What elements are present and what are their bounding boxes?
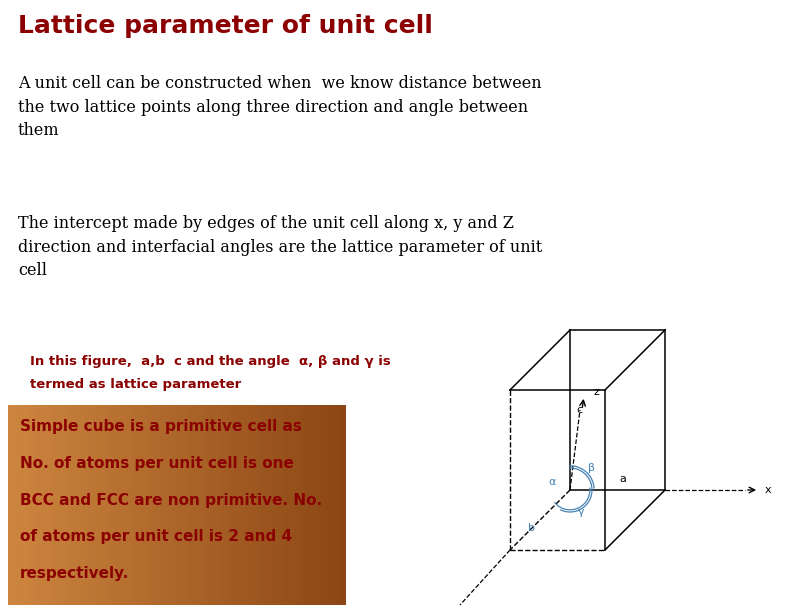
Bar	[12, 405, 17, 605]
Bar	[341, 405, 346, 605]
Bar	[333, 405, 337, 605]
Text: a: a	[619, 474, 626, 484]
Bar	[202, 405, 207, 605]
Bar	[50, 405, 55, 605]
Bar	[235, 405, 241, 605]
Text: A unit cell can be constructed when  we know distance between
the two lattice po: A unit cell can be constructed when we k…	[18, 75, 542, 139]
Bar	[177, 405, 181, 605]
Text: z: z	[594, 387, 600, 397]
Bar	[42, 405, 47, 605]
Bar	[164, 405, 169, 605]
Text: γ: γ	[578, 507, 584, 517]
Text: No. of atoms per unit cell is one: No. of atoms per unit cell is one	[20, 456, 294, 471]
Bar	[143, 405, 148, 605]
Bar	[206, 405, 211, 605]
Bar	[248, 405, 253, 605]
Bar	[181, 405, 186, 605]
Bar	[17, 405, 21, 605]
Bar	[80, 405, 85, 605]
Bar	[173, 405, 177, 605]
Bar	[147, 405, 152, 605]
Text: x: x	[765, 485, 771, 495]
Text: termed as lattice parameter: termed as lattice parameter	[30, 378, 242, 391]
Bar	[303, 405, 308, 605]
Bar	[278, 405, 283, 605]
Bar	[160, 405, 165, 605]
Bar	[315, 405, 321, 605]
Bar	[320, 405, 325, 605]
Bar	[59, 405, 64, 605]
Bar	[273, 405, 279, 605]
Bar	[261, 405, 266, 605]
Bar	[210, 405, 215, 605]
Bar	[253, 405, 257, 605]
Bar	[101, 405, 106, 605]
Bar	[113, 405, 119, 605]
Text: c: c	[576, 405, 582, 415]
Bar	[155, 405, 161, 605]
Bar	[71, 405, 76, 605]
Bar	[92, 405, 97, 605]
Bar	[295, 405, 299, 605]
Bar	[290, 405, 295, 605]
Bar	[311, 405, 317, 605]
Text: BCC and FCC are non primitive. No.: BCC and FCC are non primitive. No.	[20, 493, 322, 507]
Bar	[67, 405, 72, 605]
Bar	[97, 405, 101, 605]
Bar	[46, 405, 51, 605]
Bar	[25, 405, 30, 605]
Bar	[282, 405, 287, 605]
Bar	[240, 405, 245, 605]
Bar	[227, 405, 232, 605]
Bar	[55, 405, 59, 605]
Bar	[29, 405, 34, 605]
Bar	[75, 405, 81, 605]
Text: α: α	[548, 477, 555, 487]
Bar	[126, 405, 131, 605]
Bar	[139, 405, 144, 605]
Text: Lattice parameter of unit cell: Lattice parameter of unit cell	[18, 14, 433, 38]
Text: respectively.: respectively.	[20, 566, 129, 581]
Text: Simple cube is a primitive cell as: Simple cube is a primitive cell as	[20, 419, 302, 434]
Bar	[63, 405, 68, 605]
Bar	[215, 405, 219, 605]
Bar	[265, 405, 270, 605]
Bar	[337, 405, 342, 605]
Bar	[105, 405, 110, 605]
Bar	[109, 405, 114, 605]
Bar	[286, 405, 291, 605]
Bar	[168, 405, 173, 605]
Bar	[130, 405, 135, 605]
Bar	[88, 405, 93, 605]
Bar	[244, 405, 249, 605]
Bar	[122, 405, 127, 605]
Bar	[135, 405, 139, 605]
Bar	[193, 405, 199, 605]
Text: In this figure,  a,b  c and the angle  α, β and γ is: In this figure, a,b c and the angle α, β…	[30, 355, 390, 368]
Bar	[324, 405, 329, 605]
Bar	[197, 405, 203, 605]
Bar	[151, 405, 157, 605]
Bar	[328, 405, 333, 605]
Text: The intercept made by edges of the unit cell along x, y and Z
direction and inte: The intercept made by edges of the unit …	[18, 215, 543, 279]
Bar	[8, 405, 13, 605]
Text: of atoms per unit cell is 2 and 4: of atoms per unit cell is 2 and 4	[20, 529, 292, 545]
Bar	[219, 405, 224, 605]
Bar	[117, 405, 123, 605]
Bar	[269, 405, 274, 605]
Text: β: β	[588, 463, 595, 473]
Bar	[257, 405, 261, 605]
Text: b: b	[528, 523, 535, 533]
Bar	[185, 405, 190, 605]
Bar	[84, 405, 89, 605]
Bar	[299, 405, 304, 605]
Bar	[37, 405, 43, 605]
Bar	[307, 405, 312, 605]
Bar	[33, 405, 39, 605]
Bar	[223, 405, 228, 605]
Bar	[21, 405, 26, 605]
Bar	[189, 405, 194, 605]
Bar	[231, 405, 237, 605]
